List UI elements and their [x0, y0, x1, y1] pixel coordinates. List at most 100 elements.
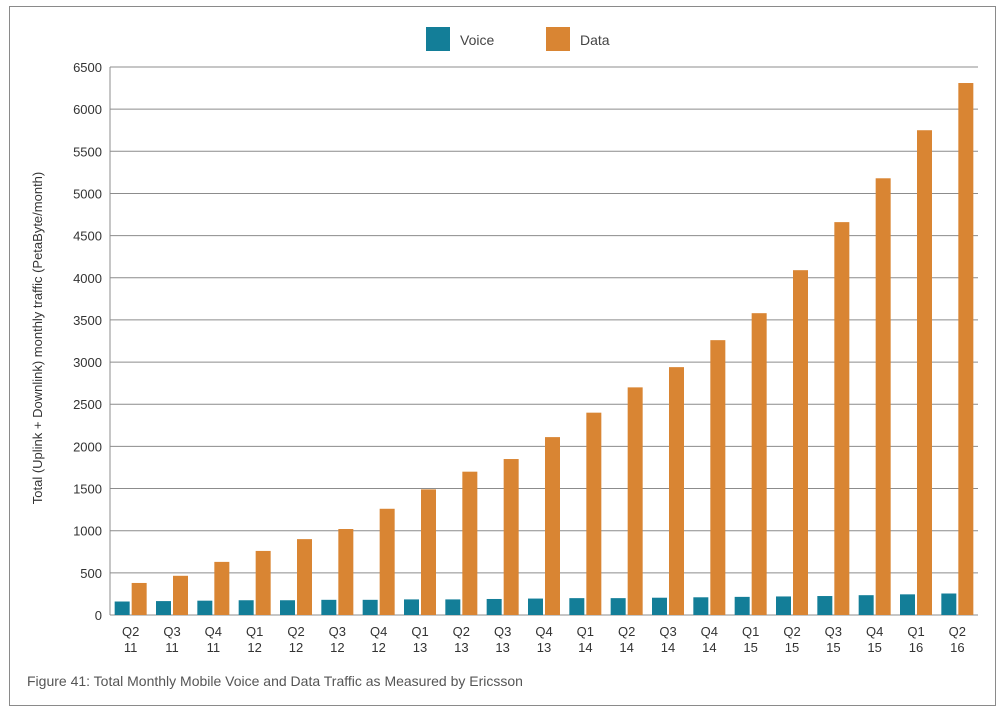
y-tick-label: 6000	[73, 102, 102, 117]
bar-data	[545, 437, 560, 615]
x-tick-label-quarter: Q3	[163, 624, 180, 639]
x-tick-label-quarter: Q2	[949, 624, 966, 639]
x-tick-label-quarter: Q2	[122, 624, 139, 639]
y-tick-label: 6500	[73, 60, 102, 75]
bar-data	[917, 130, 932, 615]
bar-data	[834, 222, 850, 615]
legend-swatch-voice	[426, 27, 450, 51]
y-axis-ticks: 0 500 1000 1500 2000 2500 3000 3500 4000 4500 5000…	[73, 60, 102, 623]
bar-voice	[445, 599, 461, 615]
bar-data	[255, 550, 271, 615]
bar-voice	[528, 598, 543, 615]
bar-voice	[693, 597, 709, 615]
x-tick-label-year: 16	[950, 640, 964, 655]
x-tick-label-quarter: Q3	[494, 624, 511, 639]
x-tick-label-year: 14	[661, 640, 675, 655]
bar-voice	[817, 596, 833, 615]
y-tick-label: 500	[80, 566, 102, 581]
bar-voice	[156, 601, 171, 615]
y-tick-label: 3000	[73, 355, 102, 370]
x-tick-label-quarter: Q2	[783, 624, 800, 639]
y-tick-label: 1500	[73, 482, 102, 497]
x-tick-label-quarter: Q2	[287, 624, 304, 639]
x-tick-label-year: 12	[330, 640, 344, 655]
x-tick-label-quarter: Q4	[701, 624, 718, 639]
x-tick-label-quarter: Q1	[907, 624, 924, 639]
bar-data	[214, 561, 230, 615]
y-tick-label: 2000	[73, 439, 102, 454]
bar-voice	[569, 598, 585, 615]
legend: Voice Data	[426, 27, 610, 51]
figure-caption: Figure 41: Total Monthly Mobile Voice an…	[27, 673, 523, 689]
x-tick-label-year: 13	[454, 640, 468, 655]
x-tick-label-year: 11	[165, 640, 179, 655]
x-tick-label-year: 13	[537, 640, 551, 655]
bar-data	[751, 313, 767, 615]
x-tick-label-year: 11	[124, 640, 138, 655]
legend-label-data: Data	[580, 32, 610, 48]
bar-voice	[114, 601, 130, 615]
bar-data	[875, 178, 891, 616]
x-tick-label-year: 14	[578, 640, 592, 655]
x-tick-label-quarter: Q1	[577, 624, 594, 639]
legend-swatch-data	[546, 27, 570, 51]
x-tick-label-year: 15	[867, 640, 881, 655]
bar-data	[379, 508, 395, 615]
bar-data	[586, 412, 602, 615]
y-tick-label: 3500	[73, 313, 102, 328]
bar-voice	[362, 599, 378, 615]
x-tick-label-year: 15	[743, 640, 757, 655]
bar-voice	[734, 596, 750, 615]
x-tick-label-year: 15	[785, 640, 799, 655]
bar-data	[297, 539, 312, 615]
bar-voice	[238, 600, 254, 615]
bar-voice	[486, 598, 502, 615]
x-tick-label-quarter: Q4	[866, 624, 883, 639]
bar-data	[131, 582, 147, 615]
y-axis-title: Total (Uplink + Downlink) monthly traffi…	[30, 172, 45, 504]
bar-data	[958, 83, 974, 616]
bar-data	[503, 459, 519, 615]
x-tick-label-year: 12	[371, 640, 385, 655]
gridlines	[109, 66, 978, 616]
x-tick-label-quarter: Q1	[246, 624, 263, 639]
bar-voice	[776, 596, 791, 615]
x-tick-label-year: 16	[909, 640, 923, 655]
bar-voice	[858, 595, 874, 615]
x-tick-label-year: 13	[495, 640, 509, 655]
bar-data	[793, 270, 808, 615]
bar-voice	[610, 598, 626, 615]
bar-data	[627, 387, 643, 615]
x-tick-label-year: 13	[413, 640, 427, 655]
y-tick-label: 1000	[73, 524, 102, 539]
y-tick-label: 2500	[73, 397, 102, 412]
x-tick-label-quarter: Q1	[742, 624, 759, 639]
x-tick-label-quarter: Q1	[411, 624, 428, 639]
bar-voice	[404, 599, 419, 615]
y-tick-label: 0	[95, 608, 102, 623]
chart-frame	[9, 6, 996, 706]
x-tick-label-year: 14	[702, 640, 716, 655]
x-tick-label-quarter: Q2	[618, 624, 635, 639]
y-tick-label: 5000	[73, 186, 102, 201]
x-tick-label-year: 12	[289, 640, 303, 655]
x-tick-label-quarter: Q4	[205, 624, 222, 639]
y-tick-label: 4500	[73, 229, 102, 244]
bar-voice	[900, 594, 915, 615]
bar-data	[669, 367, 684, 615]
bar-data	[338, 529, 354, 615]
x-tick-label-quarter: Q2	[453, 624, 470, 639]
x-tick-label-quarter: Q4	[370, 624, 387, 639]
y-tick-label: 5500	[73, 144, 102, 159]
y-tick-label: 4000	[73, 271, 102, 286]
x-tick-label-quarter: Q3	[329, 624, 346, 639]
bar-data	[421, 489, 436, 615]
bar-voice	[652, 597, 667, 615]
x-tick-label-year: 11	[207, 640, 221, 655]
legend-label-voice: Voice	[460, 32, 494, 48]
bar-voice	[197, 600, 213, 615]
x-tick-label-quarter: Q3	[825, 624, 842, 639]
bars	[114, 83, 974, 616]
x-tick-label-year: 14	[619, 640, 633, 655]
